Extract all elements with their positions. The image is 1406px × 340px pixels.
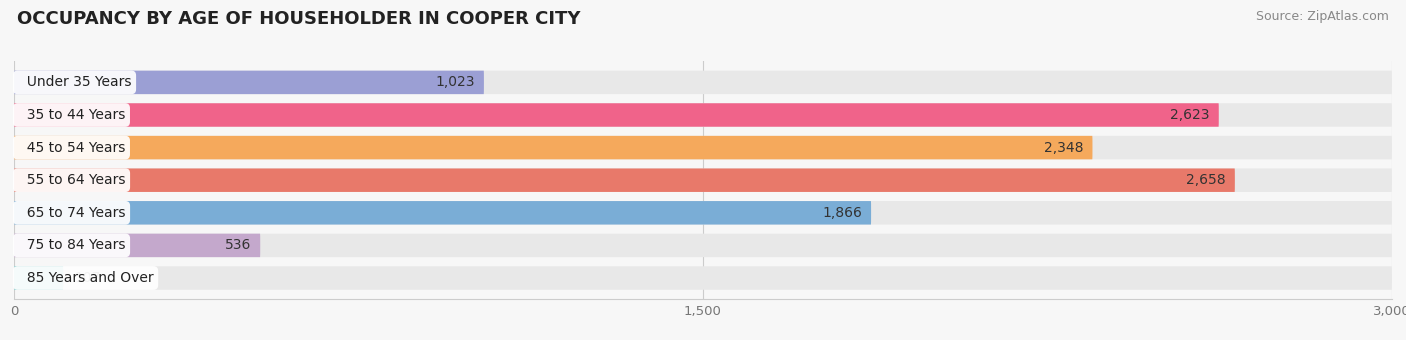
Text: 35 to 44 Years: 35 to 44 Years xyxy=(18,108,125,122)
Text: 55 to 64 Years: 55 to 64 Years xyxy=(18,173,125,187)
Text: 2,348: 2,348 xyxy=(1043,141,1083,155)
FancyBboxPatch shape xyxy=(14,136,1092,159)
Text: 1,023: 1,023 xyxy=(436,75,475,89)
FancyBboxPatch shape xyxy=(14,234,260,257)
FancyBboxPatch shape xyxy=(14,266,1392,290)
FancyBboxPatch shape xyxy=(14,136,1392,159)
Text: 85 Years and Over: 85 Years and Over xyxy=(18,271,153,285)
Text: OCCUPANCY BY AGE OF HOUSEHOLDER IN COOPER CITY: OCCUPANCY BY AGE OF HOUSEHOLDER IN COOPE… xyxy=(17,10,581,28)
Text: Source: ZipAtlas.com: Source: ZipAtlas.com xyxy=(1256,10,1389,23)
FancyBboxPatch shape xyxy=(14,168,1392,192)
Text: 2,658: 2,658 xyxy=(1187,173,1226,187)
FancyBboxPatch shape xyxy=(14,201,872,224)
FancyBboxPatch shape xyxy=(14,168,1234,192)
Text: 536: 536 xyxy=(225,238,252,252)
Text: 1,866: 1,866 xyxy=(823,206,862,220)
FancyBboxPatch shape xyxy=(14,201,1392,224)
Text: 2,623: 2,623 xyxy=(1170,108,1209,122)
Text: 107: 107 xyxy=(75,271,101,285)
FancyBboxPatch shape xyxy=(14,234,1392,257)
FancyBboxPatch shape xyxy=(14,71,1392,94)
Text: 65 to 74 Years: 65 to 74 Years xyxy=(18,206,125,220)
FancyBboxPatch shape xyxy=(14,103,1392,127)
FancyBboxPatch shape xyxy=(14,266,63,290)
FancyBboxPatch shape xyxy=(14,103,1219,127)
Text: 45 to 54 Years: 45 to 54 Years xyxy=(18,141,125,155)
FancyBboxPatch shape xyxy=(14,71,484,94)
Text: 75 to 84 Years: 75 to 84 Years xyxy=(18,238,125,252)
Text: Under 35 Years: Under 35 Years xyxy=(18,75,131,89)
